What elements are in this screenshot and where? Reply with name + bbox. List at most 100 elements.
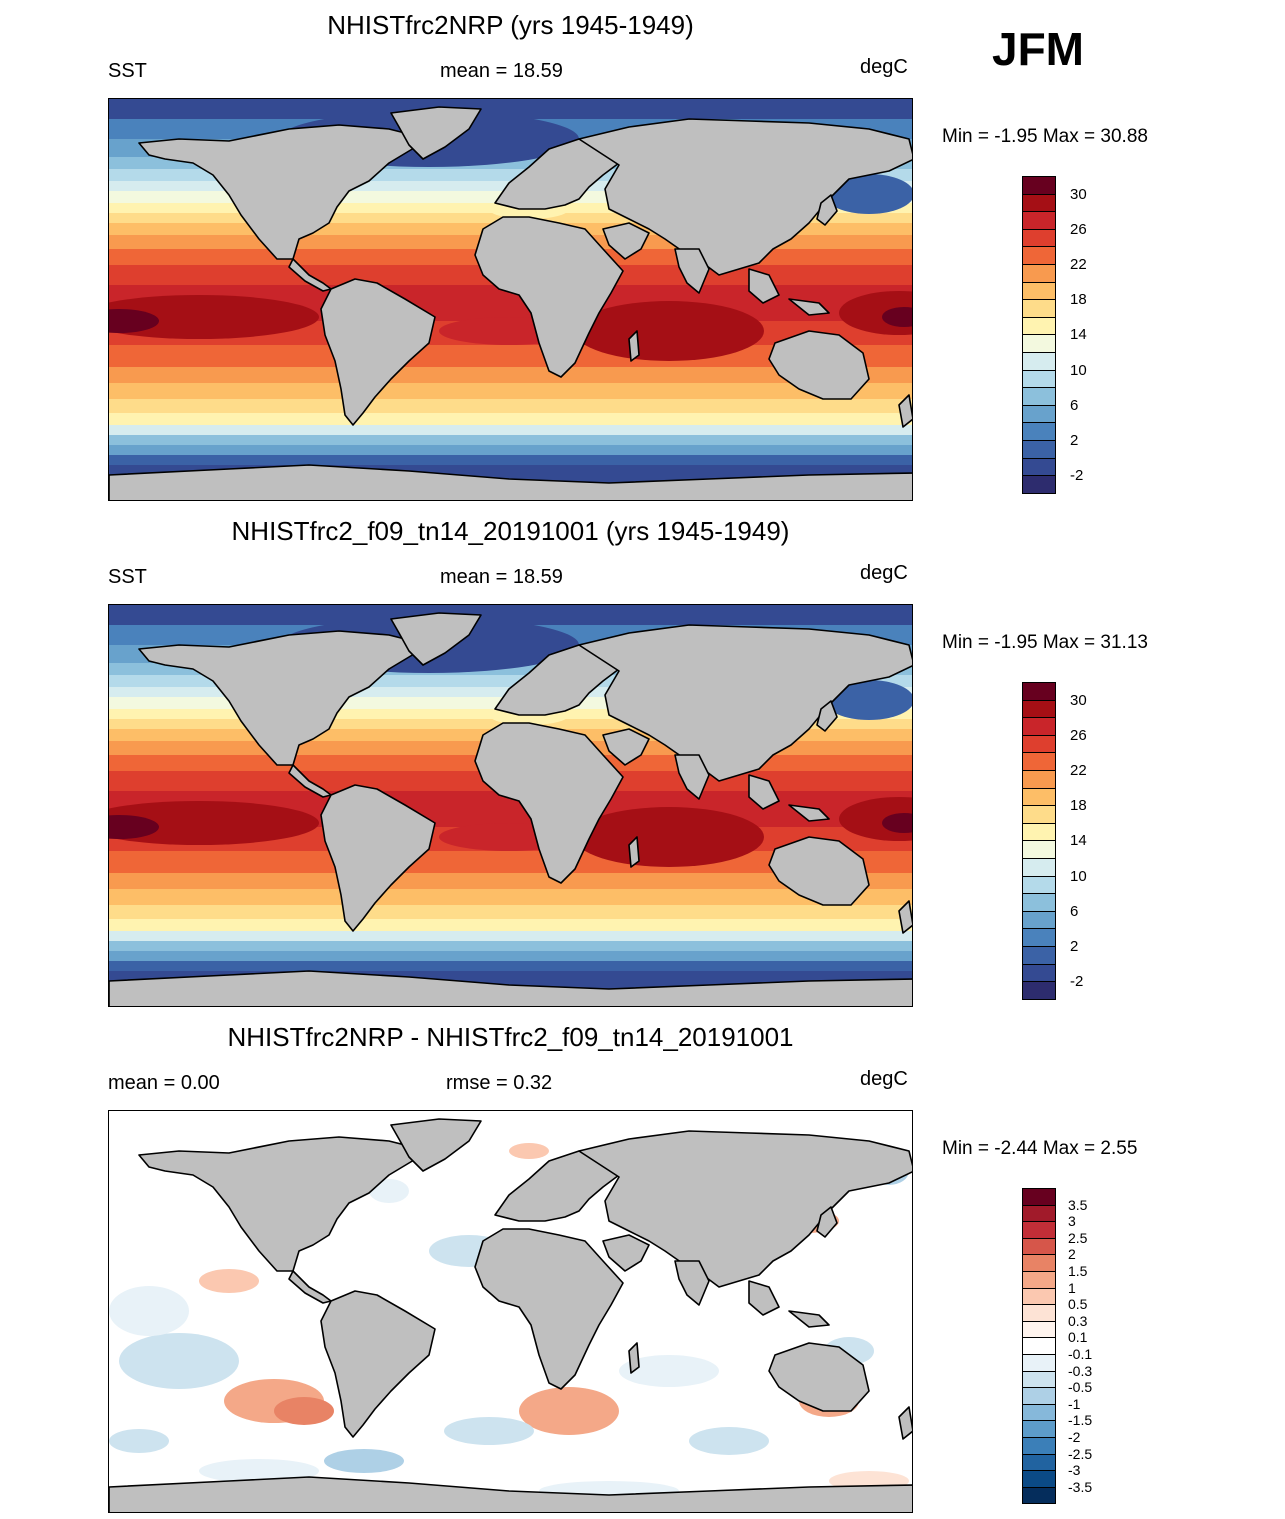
panel-1-title: NHISTfrc2NRP (yrs 1945-1949) bbox=[327, 10, 694, 40]
panel-2-map bbox=[108, 604, 913, 1007]
colorbar-tick-label: 2 bbox=[1070, 938, 1079, 955]
colorbar-swatch bbox=[1022, 1254, 1056, 1272]
sst-band bbox=[109, 941, 912, 952]
warm-pool-core-west bbox=[109, 309, 159, 333]
colorbar-tick-label: 18 bbox=[1070, 291, 1087, 309]
cold-northwest-pacific bbox=[824, 174, 912, 214]
panel-2-colorbar: 30 26 22 18 14 10 6 2 -2 bbox=[1022, 682, 1087, 1000]
panel-2-units-label: degC bbox=[860, 562, 908, 584]
colorbar-tick-label: 30 bbox=[1070, 691, 1087, 709]
colorbar-swatch bbox=[1022, 1287, 1056, 1306]
colorbar-swatch bbox=[1022, 387, 1056, 406]
continent-southeast-asia bbox=[748, 1280, 830, 1328]
continent-europe bbox=[494, 138, 620, 210]
difference-anomaly-patch bbox=[109, 1286, 189, 1336]
colorbar-swatch bbox=[1022, 717, 1056, 736]
difference-anomaly-patch bbox=[199, 1269, 259, 1293]
sst-band bbox=[109, 445, 912, 456]
colorbar-swatch bbox=[1022, 805, 1056, 824]
warm-pool-core-east bbox=[882, 813, 912, 833]
colorbar-swatch bbox=[1022, 752, 1056, 771]
continent-europe bbox=[494, 644, 620, 716]
panel-2-variable-label: SST bbox=[108, 566, 147, 588]
colorbar-swatch bbox=[1022, 193, 1056, 213]
sst-band bbox=[109, 367, 912, 384]
warm-pool-core-west bbox=[109, 815, 159, 839]
continent-greenland bbox=[390, 612, 482, 666]
colorbar-swatch bbox=[1022, 893, 1056, 912]
colorbar-tick-label: -2 bbox=[1070, 467, 1084, 485]
colorbar-swatch bbox=[1022, 734, 1056, 754]
sst-band bbox=[109, 791, 912, 812]
colorbar-swatch bbox=[1022, 682, 1056, 701]
colorbar-swatch bbox=[1022, 981, 1056, 1000]
colorbar-tick-label: 22 bbox=[1070, 256, 1087, 273]
continent-new-zealand bbox=[898, 900, 912, 934]
sst-band bbox=[109, 961, 912, 972]
season-label: JFM bbox=[992, 23, 1084, 75]
colorbar-swatch bbox=[1022, 264, 1056, 283]
panel-3-rmse-label: rmse = 0.32 bbox=[446, 1072, 553, 1094]
continent-madagascar bbox=[628, 330, 640, 362]
colorbar-tick-label: -1 bbox=[1068, 1395, 1081, 1412]
colorbar-swatch bbox=[1022, 1437, 1056, 1455]
colorbar-tick-label: -0.3 bbox=[1068, 1362, 1093, 1379]
colorbar-swatch bbox=[1022, 1420, 1056, 1438]
colorbar-tick-label: -0.5 bbox=[1068, 1379, 1093, 1396]
colorbar-tick-label: 6 bbox=[1070, 902, 1079, 920]
continent-madagascar bbox=[628, 1342, 640, 1374]
colorbar-tick-label: 10 bbox=[1070, 361, 1087, 379]
continent-madagascar bbox=[628, 836, 640, 868]
panel-1-minmax: Min = -1.95 Max = 30.88 bbox=[942, 126, 1148, 147]
colorbar-tick-label: -1.5 bbox=[1068, 1412, 1093, 1429]
continent-japan bbox=[816, 700, 838, 732]
continent-africa bbox=[474, 216, 624, 378]
continent-central-america bbox=[288, 1270, 332, 1304]
continent-asia bbox=[578, 118, 912, 276]
colorbar-tick-label: 3 bbox=[1068, 1213, 1076, 1230]
sst-band bbox=[109, 285, 912, 306]
panel-3-colorbar: 3.5 3 2.5 2 1.5 1 0.5 0.3 0.1 -0.1 -0.3 -0.5 -1 -1.5-… bbox=[1022, 1188, 1092, 1505]
colorbar-swatch bbox=[1022, 858, 1056, 877]
continent-africa bbox=[474, 1228, 624, 1390]
sst-band bbox=[109, 873, 912, 890]
colorbar-swatch bbox=[1022, 1320, 1056, 1339]
colorbar-swatch bbox=[1022, 299, 1056, 318]
continent-greenland bbox=[390, 1118, 482, 1172]
continent-greenland bbox=[390, 106, 482, 160]
colorbar-swatch bbox=[1022, 822, 1056, 842]
colorbar-swatch bbox=[1022, 475, 1056, 494]
colorbar-tick-label: 2 bbox=[1070, 432, 1079, 449]
continent-central-america bbox=[288, 258, 332, 292]
sst-band bbox=[109, 889, 912, 906]
continent-north-america bbox=[138, 124, 430, 260]
panel-1-units-label: degC bbox=[860, 56, 908, 78]
colorbar-swatch bbox=[1022, 910, 1056, 930]
difference-anomaly-patch bbox=[509, 1143, 549, 1159]
continent-south-america bbox=[320, 784, 436, 932]
continent-southeast-asia bbox=[748, 268, 830, 316]
colorbar-tick-label: -3.5 bbox=[1068, 1478, 1093, 1495]
difference-anomaly-patch bbox=[619, 1355, 719, 1387]
sst-band bbox=[109, 455, 912, 466]
colorbar-tick-label: 1 bbox=[1068, 1279, 1076, 1296]
continents bbox=[109, 612, 912, 1006]
colorbar-swatch bbox=[1022, 787, 1056, 807]
warm-pool-core-east bbox=[882, 307, 912, 327]
continent-new-zealand bbox=[898, 1406, 912, 1440]
colorbar-swatch bbox=[1022, 281, 1056, 301]
colorbar-swatch bbox=[1022, 928, 1056, 947]
continent-antarctica bbox=[109, 970, 912, 1006]
continent-north-america bbox=[138, 1136, 430, 1272]
colorbar-tick-label: 2.5 bbox=[1068, 1229, 1088, 1246]
panel-3-units-label: degC bbox=[860, 1068, 908, 1090]
continent-japan bbox=[816, 194, 838, 226]
difference-anomaly-patch bbox=[324, 1449, 404, 1473]
colorbar-swatch bbox=[1022, 1486, 1056, 1505]
colorbar-tick-label: 3.5 bbox=[1068, 1196, 1088, 1213]
colorbar-tick-label: -2 bbox=[1070, 973, 1084, 991]
colorbar-tick-label: -0.1 bbox=[1068, 1346, 1093, 1362]
colorbar-tick-label: 0.5 bbox=[1068, 1296, 1088, 1313]
colorbar-tick-label: 22 bbox=[1070, 762, 1087, 779]
colorbar-tick-label: 10 bbox=[1070, 867, 1087, 885]
